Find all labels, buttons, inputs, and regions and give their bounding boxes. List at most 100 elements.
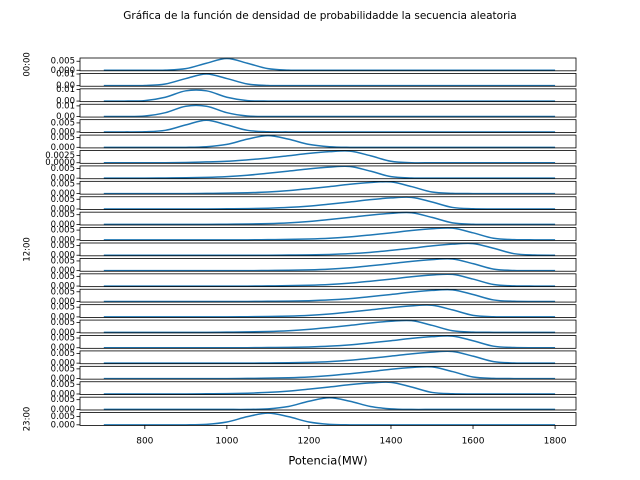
y-axis-label: 23:00 [23, 407, 33, 432]
y-tick-label: 0.005 [51, 164, 75, 174]
y-tick-label: 0.005 [51, 256, 75, 266]
density-line [103, 350, 556, 364]
panel-frame [79, 242, 577, 257]
panel-frame [79, 304, 577, 318]
y-tick-label: 0.01 [56, 69, 75, 79]
chart-title: Gráfica de la función de densidad de pro… [123, 10, 517, 22]
y-tick-label: 0.00 [56, 97, 75, 107]
y-tick-label: 0.000 [51, 235, 75, 245]
density-line [103, 165, 556, 179]
y-tick-label: 0.005 [51, 179, 75, 189]
y-tick-label: 0.000 [51, 220, 75, 230]
panel-frame [79, 88, 577, 103]
panel-frame [79, 165, 577, 180]
panel-frame [79, 365, 577, 380]
panel-frame [79, 381, 577, 395]
density-line [103, 57, 556, 72]
y-tick-label: 0.000 [51, 266, 75, 276]
density-line [103, 335, 556, 349]
panel-frame [79, 288, 577, 303]
panel-frame [79, 119, 577, 133]
y-axis-label: 00:00 [23, 52, 33, 77]
y-tick-label: 0.0000 [45, 158, 75, 168]
y-tick-label: 0.000 [51, 189, 75, 199]
y-tick-label: 0.000 [51, 359, 75, 369]
density-line [103, 89, 556, 102]
density-line [103, 288, 556, 303]
y-tick-label: 0.0025 [45, 151, 75, 161]
y-tick-label: 0.000 [51, 251, 75, 261]
x-tick-label: 1400 [380, 437, 403, 447]
panel-frame [79, 335, 577, 349]
density-line [103, 73, 556, 87]
y-tick-label: 0.005 [51, 57, 75, 67]
y-tick-label: 0.005 [51, 210, 75, 220]
density-line [103, 396, 556, 411]
density-line [103, 196, 556, 210]
density-line [103, 304, 556, 318]
y-tick-label: 0.000 [51, 204, 75, 214]
panel-frame [79, 273, 577, 288]
x-axis-label: Potencia(MW) [288, 454, 367, 468]
density-line [103, 134, 556, 149]
panel-frame [79, 319, 577, 334]
density-line [103, 104, 556, 118]
y-tick-label: 0.005 [51, 195, 75, 205]
y-tick-label: 0.005 [51, 318, 75, 328]
y-tick-label: 0.01 [56, 85, 75, 95]
y-tick-label: 0.000 [51, 66, 75, 76]
panel-frame [79, 103, 577, 118]
y-tick-label: 0.005 [51, 133, 75, 143]
y-tick-label: 0.000 [51, 127, 75, 137]
y-tick-label: 0.00 [56, 81, 75, 91]
y-tick-label: 0.000 [51, 343, 75, 353]
panel-frame [79, 227, 577, 241]
x-tick-label: 1800 [544, 437, 567, 447]
y-tick-label: 0.000 [51, 420, 75, 430]
panel-frame [79, 196, 577, 210]
y-tick-label: 0.01 [56, 101, 75, 111]
density-line [103, 242, 556, 256]
y-tick-label: 0.005 [51, 380, 75, 390]
y-tick-label: 0.000 [51, 282, 75, 292]
y-tick-label: 0.000 [51, 174, 75, 184]
panel-frame [79, 180, 577, 195]
density-line [103, 150, 556, 164]
y-tick-label: 0.000 [51, 297, 75, 307]
y-tick-label: 0.005 [51, 118, 75, 128]
y-tick-label: 0.000 [51, 374, 75, 384]
y-tick-label: 0.005 [51, 226, 75, 236]
y-tick-label: 0.005 [51, 272, 75, 282]
y-tick-label: 0.005 [51, 303, 75, 313]
panel-frame [79, 73, 577, 87]
x-tick-label: 1600 [462, 437, 485, 447]
y-tick-label: 0.005 [51, 395, 75, 405]
y-tick-label: 0.005 [51, 349, 75, 359]
density-line [103, 257, 556, 272]
density-line [103, 412, 556, 426]
y-tick-label: 0.005 [51, 412, 75, 422]
panel-frame [79, 350, 577, 365]
panel-frame [79, 412, 577, 426]
density-line [103, 211, 556, 226]
density-line [103, 381, 556, 395]
density-line [103, 180, 556, 195]
y-tick-label: 0.005 [51, 287, 75, 297]
y-tick-label: 0.000 [51, 143, 75, 153]
panel-frame [79, 134, 577, 149]
panel-frame [79, 396, 577, 411]
y-tick-label: 0.005 [51, 241, 75, 251]
y-tick-label: 0.000 [51, 405, 75, 415]
x-tick-label: 800 [136, 437, 153, 447]
x-tick-label: 1200 [297, 437, 320, 447]
panel-frame [79, 258, 577, 272]
panel-frame [79, 150, 577, 164]
y-axis-label: 12:00 [23, 237, 33, 261]
y-tick-label: 0.000 [51, 328, 75, 338]
y-tick-label: 0.005 [51, 334, 75, 344]
density-line [103, 365, 556, 380]
y-tick-label: 0.005 [51, 364, 75, 374]
y-tick-label: 0.00 [56, 112, 75, 122]
y-tick-label: 0.000 [51, 389, 75, 399]
